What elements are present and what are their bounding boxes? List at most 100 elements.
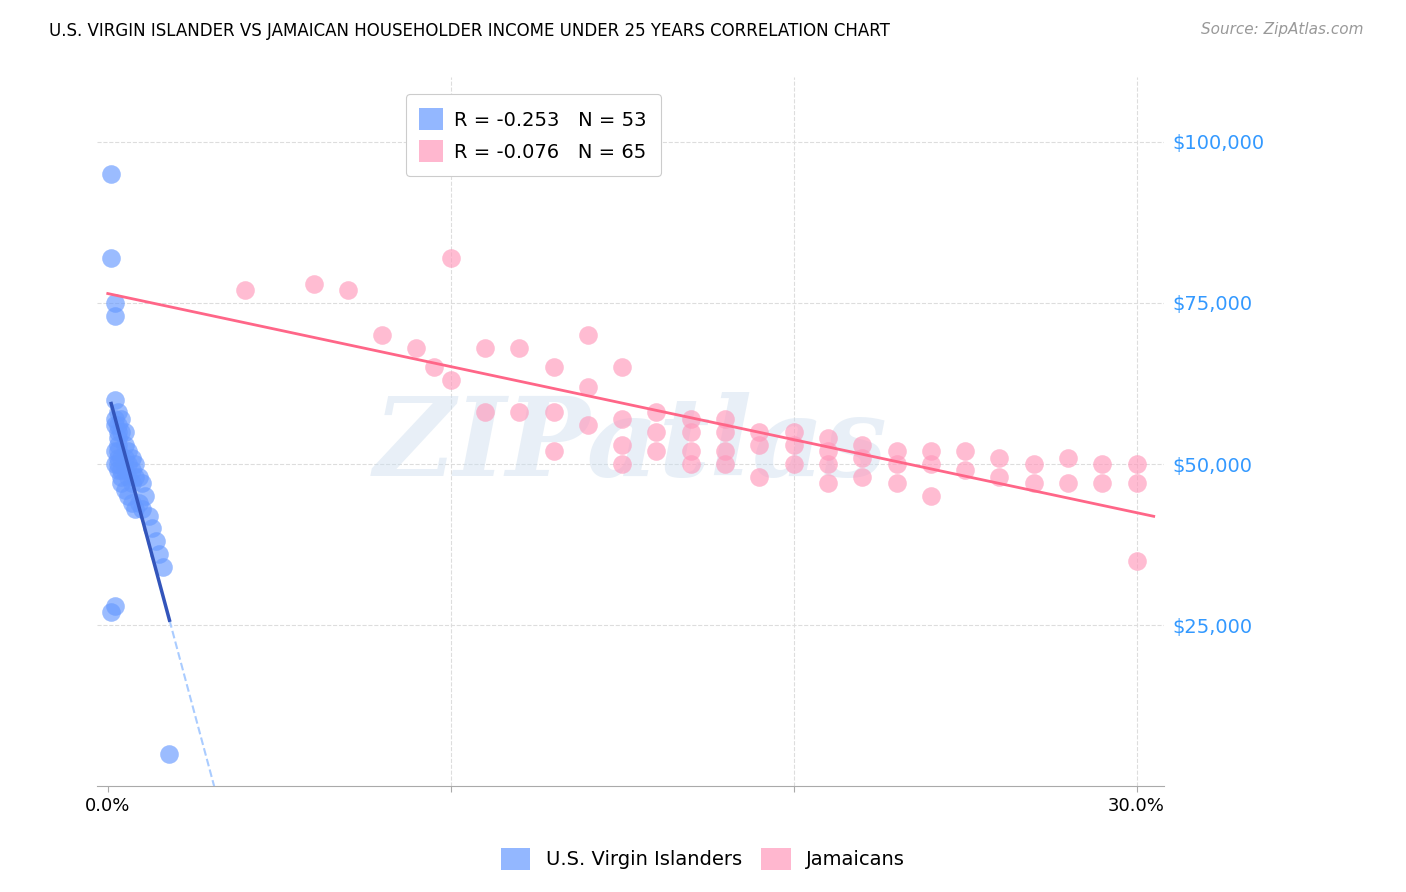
Point [1125,476,1147,491]
Point [110,412,132,426]
Point [576,328,599,343]
Point [543,360,565,375]
Point [107,463,129,477]
Point [817,444,839,458]
Point [886,444,908,458]
Point [645,444,668,458]
Text: ZIPatlas: ZIPatlas [374,392,887,500]
Point [714,425,737,439]
Point [104,412,127,426]
Point [576,418,599,433]
Point [104,599,127,613]
Point [886,476,908,491]
Point [679,457,702,471]
Point [104,392,127,407]
Point [117,444,139,458]
Text: U.S. VIRGIN ISLANDER VS JAMAICAN HOUSEHOLDER INCOME UNDER 25 YEARS CORRELATION C: U.S. VIRGIN ISLANDER VS JAMAICAN HOUSEHO… [49,22,890,40]
Point [440,373,463,387]
Point [851,450,873,465]
Point [117,457,139,471]
Point [107,444,129,458]
Point [107,438,129,452]
Point [576,380,599,394]
Text: Source: ZipAtlas.com: Source: ZipAtlas.com [1201,22,1364,37]
Point [748,438,770,452]
Point [124,502,146,516]
Point [1057,450,1080,465]
Point [128,470,150,484]
Point [474,405,496,419]
Point [851,470,873,484]
Point [107,431,129,445]
Point [159,747,181,761]
Legend: R = -0.253   N = 53, R = -0.076   N = 65: R = -0.253 N = 53, R = -0.076 N = 65 [406,95,661,176]
Point [233,283,256,297]
Point [748,470,770,484]
Point [988,450,1011,465]
Point [748,425,770,439]
Point [107,450,129,465]
Point [121,450,143,465]
Point [141,521,163,535]
Point [851,438,873,452]
Point [114,483,136,497]
Point [886,457,908,471]
Point [508,341,530,355]
Point [1125,457,1147,471]
Point [953,444,976,458]
Point [110,425,132,439]
Point [114,450,136,465]
Point [714,457,737,471]
Point [612,360,634,375]
Point [440,251,463,265]
Point [714,412,737,426]
Point [988,470,1011,484]
Legend: U.S. Virgin Islanders, Jamaicans: U.S. Virgin Islanders, Jamaicans [494,839,912,878]
Point [1091,476,1114,491]
Point [953,463,976,477]
Point [107,425,129,439]
Point [782,425,804,439]
Point [371,328,394,343]
Point [117,470,139,484]
Point [817,431,839,445]
Point [110,450,132,465]
Point [474,341,496,355]
Point [100,167,122,181]
Point [302,277,325,291]
Point [1022,457,1045,471]
Point [645,405,668,419]
Point [110,463,132,477]
Point [104,444,127,458]
Point [110,476,132,491]
Point [138,508,160,523]
Point [612,457,634,471]
Point [100,605,122,619]
Point [107,457,129,471]
Point [152,560,174,574]
Point [114,438,136,452]
Point [920,457,942,471]
Point [782,438,804,452]
Point [114,463,136,477]
Point [104,418,127,433]
Point [714,444,737,458]
Point [612,438,634,452]
Point [128,496,150,510]
Point [107,418,129,433]
Point [1125,554,1147,568]
Point [117,489,139,503]
Point [104,309,127,323]
Point [104,457,127,471]
Point [645,425,668,439]
Point [422,360,444,375]
Point [1057,476,1080,491]
Point [679,412,702,426]
Point [920,444,942,458]
Point [121,496,143,510]
Point [920,489,942,503]
Point [134,489,156,503]
Point [405,341,427,355]
Point [543,405,565,419]
Point [817,476,839,491]
